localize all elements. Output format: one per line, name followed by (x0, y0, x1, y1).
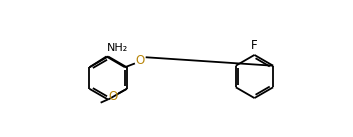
Text: F: F (251, 39, 258, 52)
Text: NH₂: NH₂ (107, 43, 128, 53)
Text: O: O (108, 90, 118, 103)
Text: O: O (136, 54, 145, 67)
